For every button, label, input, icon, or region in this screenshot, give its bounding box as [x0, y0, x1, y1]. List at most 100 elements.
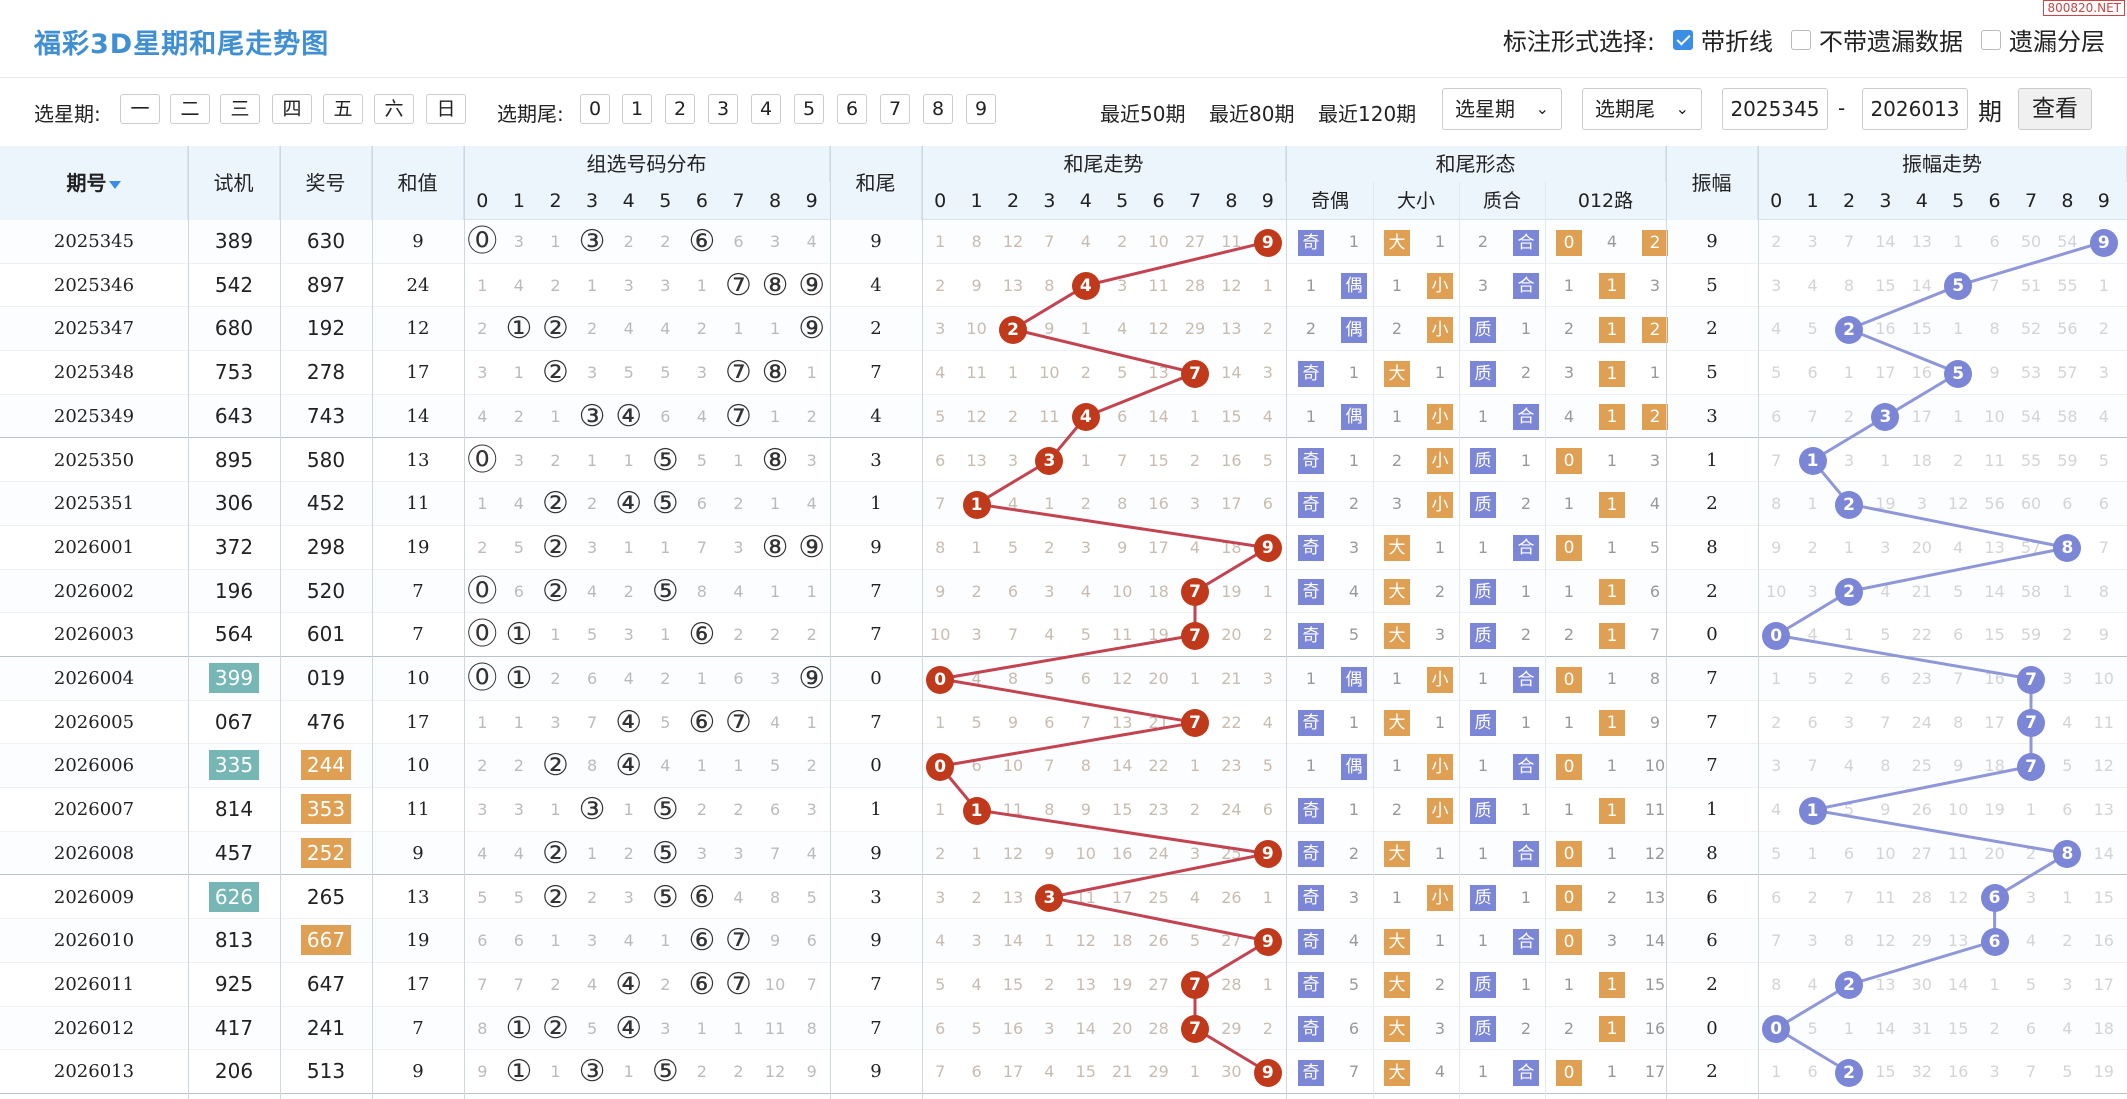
dist-cell: ⑤	[651, 442, 679, 478]
form-mark: 奇	[1287, 701, 1335, 745]
form-mark-value: 奇	[1298, 797, 1324, 824]
dist-cell: 6	[696, 494, 707, 514]
week-button-7[interactable]: 日	[426, 94, 466, 124]
polyline-checkbox[interactable]	[1673, 29, 1693, 50]
tail-button-0[interactable]: 0	[580, 94, 610, 124]
dist-cell: 3	[587, 931, 598, 951]
amp-ball-value: 2	[1834, 1058, 1863, 1087]
form-mark-value: 1	[1599, 404, 1625, 431]
form-mark: 质	[1459, 482, 1507, 526]
form-mark-value: 1	[1599, 972, 1625, 999]
form-big-small: 大小	[1396, 190, 1435, 212]
trend-omit: 7	[935, 494, 946, 514]
trend-omit: 14	[1112, 756, 1133, 776]
sum-value: 17	[406, 973, 430, 995]
dist-cell: ④	[615, 398, 643, 434]
no-omission-checkbox[interactable]	[1791, 29, 1811, 50]
dist-cell: 1	[696, 756, 707, 776]
trend-omit: 10	[1148, 232, 1169, 251]
issue-cell: 2026012	[53, 1017, 135, 1039]
tail-value: 1	[870, 493, 882, 515]
tail-button-8[interactable]: 8	[923, 94, 953, 124]
dist-cell: 11	[764, 1018, 786, 1038]
page-header: 福彩3D星期和尾走势图 标注形式选择: 带折线 不带遗漏数据 遗漏分层 8008…	[0, 0, 2127, 78]
tail-button-3[interactable]: 3	[708, 94, 738, 124]
trend-omit: 4	[1262, 406, 1273, 426]
tail-button-2[interactable]: 2	[665, 94, 695, 124]
issue-cell: 2025350	[53, 449, 135, 471]
dist-cell: 3	[623, 887, 634, 907]
recent-50-link[interactable]: 最近50期	[1100, 102, 1186, 126]
layer-checkbox[interactable]	[1981, 29, 2001, 50]
form-mark: 小	[1421, 657, 1459, 701]
tail-ball: 4	[1068, 264, 1104, 308]
query-button[interactable]: 查看	[2018, 88, 2092, 130]
form-omit: 4	[1606, 232, 1618, 251]
form-mark-value: 合	[1513, 753, 1539, 780]
tail-ball: 9	[1250, 919, 1286, 963]
dist-cell: ①	[505, 1010, 533, 1046]
tail-button-6[interactable]: 6	[837, 94, 867, 124]
trend-omit: 11	[1112, 625, 1133, 645]
form-omit: 1	[1477, 537, 1489, 557]
amp-ball-value: 6	[1980, 884, 2009, 912]
week-button-2[interactable]: 二	[170, 94, 210, 124]
table-row	[0, 394, 2127, 439]
dist-cell: ⑨	[798, 529, 826, 565]
trend-omit: 4	[1007, 494, 1019, 514]
amplitude-value: 8	[1706, 536, 1718, 558]
amp-omit: 51	[2020, 275, 2042, 295]
end-issue-input[interactable]: 2026013	[1862, 88, 1968, 130]
dist-cell: 4	[587, 581, 598, 601]
form-mark: 大	[1373, 1007, 1421, 1051]
week-button-4[interactable]: 四	[272, 94, 312, 124]
tail-button-4[interactable]: 4	[751, 94, 781, 124]
column-divider	[1758, 146, 1759, 1099]
sort-down-icon[interactable]	[108, 180, 121, 189]
trend-omit: 18	[1112, 931, 1133, 951]
amp-omit: 5	[1807, 669, 1818, 688]
polyline-label[interactable]: 带折线	[1701, 28, 1773, 56]
form-omit: 8	[1649, 669, 1661, 688]
dist-cell: 2	[733, 1062, 744, 1082]
form-omit: 3	[1348, 537, 1360, 557]
form-mark-value: 合	[1513, 666, 1539, 693]
tail-button-1[interactable]: 1	[622, 94, 652, 124]
week-select[interactable]: 选星期 ⌄	[1442, 88, 1562, 130]
form-omit: 1	[1520, 450, 1532, 470]
sum-value: 9	[412, 842, 424, 864]
recent-120-link[interactable]: 最近120期	[1318, 102, 1417, 126]
week-button-6[interactable]: 六	[374, 94, 414, 124]
mark-label: 标注形式选择:	[1502, 28, 1655, 56]
tail-button-7[interactable]: 7	[880, 94, 910, 124]
week-button-1[interactable]: 一	[120, 94, 160, 124]
trend-omit: 1	[935, 800, 946, 820]
dist-cell: 4	[806, 494, 817, 514]
issue-cell: 2026008	[53, 842, 135, 864]
form-mark: 1	[1593, 307, 1631, 351]
form-omit: 10	[1644, 756, 1666, 776]
trend-omit: 3	[935, 887, 946, 907]
week-button-5[interactable]: 五	[323, 94, 363, 124]
form-omit: 2	[1520, 625, 1532, 645]
week-button-3[interactable]: 三	[220, 94, 260, 124]
tail-ball-value: 9	[1253, 534, 1282, 563]
amp-omit: 1	[1843, 363, 1855, 383]
start-issue-input[interactable]: 2025345	[1722, 88, 1828, 130]
dist-cell: ④	[615, 1010, 643, 1046]
layer-label[interactable]: 遗漏分层	[2009, 28, 2105, 56]
form-mark: 小	[1421, 876, 1459, 920]
recent-80-link[interactable]: 最近80期	[1209, 102, 1295, 126]
form-mark-value: 小	[1427, 885, 1453, 911]
form-mark: 奇	[1287, 351, 1335, 395]
issue-cell: 2026011	[53, 973, 135, 995]
tail-select[interactable]: 选期尾 ⌄	[1582, 88, 1702, 130]
tail-ball-value: 3	[1035, 447, 1064, 475]
issue-header-label[interactable]: 期号	[66, 171, 107, 195]
trend-omit: 8	[971, 232, 982, 251]
no-omission-label[interactable]: 不带遗漏数据	[1819, 28, 1963, 56]
tail-ball: 4	[1068, 395, 1104, 439]
tail-value: 9	[870, 231, 882, 252]
tail-button-9[interactable]: 9	[966, 94, 996, 124]
tail-button-5[interactable]: 5	[794, 94, 824, 124]
